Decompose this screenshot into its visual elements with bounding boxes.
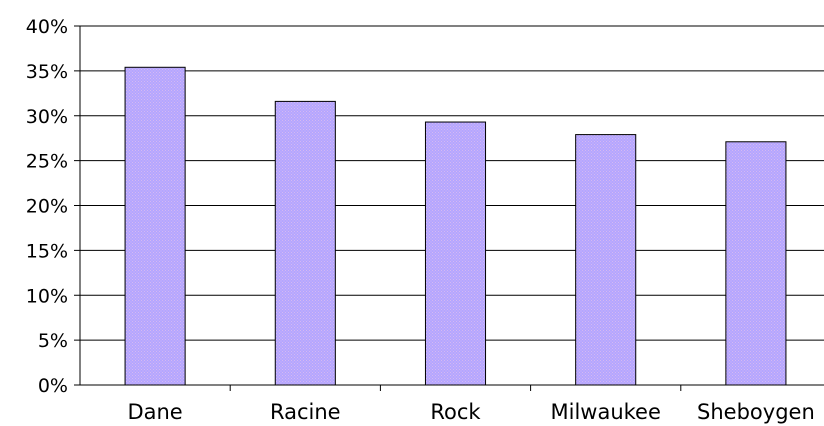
bar-racine	[274, 100, 336, 386]
x-category-label: Racine	[270, 400, 341, 424]
x-category-labels: Dane Racine Rock Milwaukee Sheboygen	[127, 400, 814, 424]
bar-sheboygen	[725, 141, 787, 386]
y-tick-label: 40%	[26, 16, 68, 38]
x-category-label: Sheboygen	[697, 400, 815, 424]
bar-milwaukee	[575, 134, 637, 386]
y-tick-label: 30%	[26, 106, 68, 128]
y-tick-label: 0%	[38, 375, 68, 397]
x-category-label: Milwaukee	[550, 400, 660, 424]
x-category-label: Rock	[430, 400, 481, 424]
axes	[74, 25, 824, 391]
y-tick-label: 35%	[26, 61, 68, 83]
y-tick-label: 20%	[26, 196, 68, 218]
bar-dane	[124, 66, 186, 386]
bar-rock	[424, 121, 487, 386]
bars	[124, 66, 787, 386]
y-tick-label: 5%	[38, 330, 68, 352]
y-tick-label: 10%	[26, 285, 68, 307]
x-category-label: Dane	[127, 400, 182, 424]
y-tick-label: 15%	[26, 240, 68, 262]
y-tick-labels: 0% 5% 10% 15% 20% 25% 30% 35% 40%	[26, 16, 68, 397]
y-tick-label: 25%	[26, 151, 68, 173]
